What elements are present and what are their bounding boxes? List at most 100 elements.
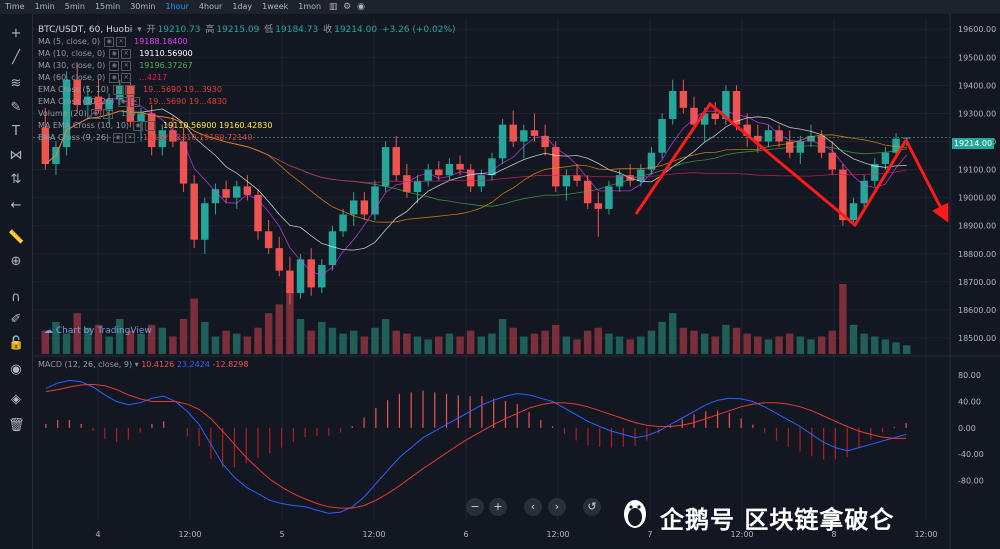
close-icon[interactable]: ✕ (102, 109, 113, 119)
zoom-out-button[interactable]: − (466, 498, 484, 516)
volume-bar (743, 333, 751, 354)
indicator-name[interactable]: EMA Cross (10, 20) (38, 97, 115, 106)
volume-bar (881, 339, 890, 354)
eye-icon[interactable]: ◉ (10, 362, 22, 377)
eye-icon[interactable]: ◉ (133, 121, 144, 131)
magnet-icon[interactable]: ∩ (11, 290, 21, 305)
trash-icon[interactable]: 🗑 (8, 418, 25, 433)
timeframe-15min[interactable]: 15min (94, 2, 121, 11)
close-icon[interactable]: ✕ (121, 73, 132, 83)
candle-body (275, 248, 283, 271)
scroll-right-button[interactable]: › (548, 498, 566, 516)
timeframe-1day[interactable]: 1day (232, 2, 253, 11)
indicator-row[interactable]: MA (30, close, 0) ◉ ✕ 19196.37267 (38, 60, 273, 72)
indicator-name[interactable]: EMA Cross (9, 26) (38, 133, 110, 142)
chart-type-icon[interactable]: ▥ (328, 2, 338, 12)
eye-icon[interactable]: ◉ (109, 61, 120, 71)
chevron-down-icon[interactable]: ▾ (137, 25, 142, 35)
volume-bar (349, 330, 358, 354)
lock-draw-icon[interactable]: ✐ (10, 312, 22, 327)
timeframe-1week[interactable]: 1week (262, 2, 289, 11)
cloud-icon: ☁ (44, 326, 53, 336)
chevron-down-icon[interactable]: ▾ (134, 360, 139, 369)
watermark-text: Chart by TradingView (55, 326, 152, 336)
layers-icon[interactable]: ◈ (11, 392, 21, 407)
timeframe-1hour[interactable]: 1hour (165, 2, 189, 11)
scroll-left-button[interactable]: ‹ (524, 498, 542, 516)
candle-body (424, 169, 432, 181)
macd-legend[interactable]: MACD (12, 26, close, 9) ▾ 10.4126 23.242… (38, 360, 248, 369)
indicator-name[interactable]: MA (10, close, 0) (38, 49, 106, 58)
candle-body (328, 231, 337, 265)
volume-bar (637, 336, 645, 354)
candle-body (41, 127, 50, 164)
indicator-row[interactable]: EMA Cross (10, 20) ◉ ✕ 19...5690 19...4830 (38, 96, 273, 108)
eye-icon[interactable]: ◉ (104, 37, 115, 47)
indicator-row[interactable]: Volume (20) ◉ ✕ 155 (38, 108, 273, 120)
measure-icon[interactable]: ⇅ (10, 172, 22, 187)
close-icon[interactable]: ✕ (125, 85, 136, 95)
annotation-zigzag (634, 101, 908, 228)
x-tick-label: 7 (647, 530, 652, 539)
indicator-row[interactable]: EMA Cross (9, 26) ◉ ✕ 19162.52310 19180.721… (38, 132, 273, 144)
indicator-name[interactable]: MA EMA Cross (10, 10) (38, 121, 130, 130)
settings-icon[interactable]: ⚙ (343, 2, 352, 12)
macd-name[interactable]: MACD (12, 26, close, 9) (38, 360, 133, 369)
indicator-row[interactable]: EMA Cross (5, 10) ◉ ✕ 19...5690 19...3930 (38, 84, 273, 96)
volume-bar (605, 333, 613, 354)
volume-bar (105, 336, 113, 354)
timeframe-30min[interactable]: 30min (130, 2, 156, 11)
indicator-row[interactable]: MA (60, close, 0) ◉ ✕ ...4217 (38, 72, 273, 84)
indicator-name[interactable]: MA (5, close, 0) (38, 37, 101, 46)
close-icon[interactable]: ✕ (116, 37, 127, 47)
timeframe-1min[interactable]: 1min (34, 2, 55, 11)
indicator-row[interactable]: MA (5, close, 0) ◉ ✕ 19188.18400 (38, 36, 273, 48)
indicator-name[interactable]: Volume (20) (38, 109, 87, 118)
candle-body (509, 124, 517, 142)
indicator-row[interactable]: MA EMA Cross (10, 10) ◉ ✕ 19110.56900 19160… (38, 120, 273, 132)
timeframe-1mon[interactable]: 1mon (298, 2, 322, 11)
indicator-name[interactable]: MA (60, close, 0) (38, 73, 106, 82)
trend-line-icon[interactable]: ╱ (12, 50, 20, 65)
lock-icon[interactable]: 🔓 (8, 336, 25, 351)
symbol-header[interactable]: BTC/USDT, 60, Huobi ▾ 开 19210.73 高 19215.0… (38, 22, 458, 35)
camera-icon[interactable]: ◉ (357, 2, 366, 12)
pattern-icon[interactable]: ⋈ (9, 148, 23, 163)
timeframe-time[interactable]: Time (5, 2, 25, 11)
volume-bar (679, 327, 688, 354)
indicator-row[interactable]: MA (10, close, 0) ◉ ✕ 19110.56900 (38, 48, 273, 60)
crosshair-icon[interactable]: + (10, 26, 22, 41)
zoom-icon[interactable]: ⊕ (10, 254, 22, 269)
volume-bar (445, 333, 454, 354)
volume-bar (498, 319, 507, 354)
indicator-name[interactable]: EMA Cross (5, 10) (38, 85, 110, 94)
eye-icon[interactable]: ◉ (113, 85, 124, 95)
close-icon[interactable]: ✕ (145, 121, 156, 131)
eye-icon[interactable]: ◉ (90, 109, 101, 119)
indicator-name[interactable]: MA (30, close, 0) (38, 61, 106, 70)
ruler-icon[interactable]: 📏 (8, 230, 25, 245)
close-icon[interactable]: ✕ (121, 61, 132, 71)
eye-icon[interactable]: ◉ (118, 97, 129, 107)
volume-bar (552, 324, 560, 354)
brush-icon[interactable]: ✎ (10, 100, 22, 115)
close-icon[interactable]: ✕ (121, 49, 132, 59)
eye-icon[interactable]: ◉ (113, 133, 124, 143)
arrow-left-icon[interactable]: ← (10, 198, 22, 213)
close-icon[interactable]: ✕ (130, 97, 141, 107)
volume-bar (839, 284, 847, 354)
reset-button[interactable]: ↺ (583, 498, 601, 516)
candle-body (116, 85, 124, 100)
tradingview-watermark[interactable]: ☁ Chart by TradingView (44, 326, 152, 336)
volume-bar (381, 319, 390, 354)
zoom-in-button[interactable]: + (489, 498, 507, 516)
timeframe-4hour[interactable]: 4hour (198, 2, 223, 11)
close-icon[interactable]: ✕ (125, 133, 136, 143)
symbol-title[interactable]: BTC/USDT, 60, Huobi (38, 25, 133, 35)
eye-icon[interactable]: ◉ (109, 73, 120, 83)
fib-icon[interactable]: ≋ (10, 76, 22, 91)
text-icon[interactable]: T (12, 124, 20, 139)
eye-icon[interactable]: ◉ (109, 49, 120, 59)
timeframe-5min[interactable]: 5min (64, 2, 85, 11)
